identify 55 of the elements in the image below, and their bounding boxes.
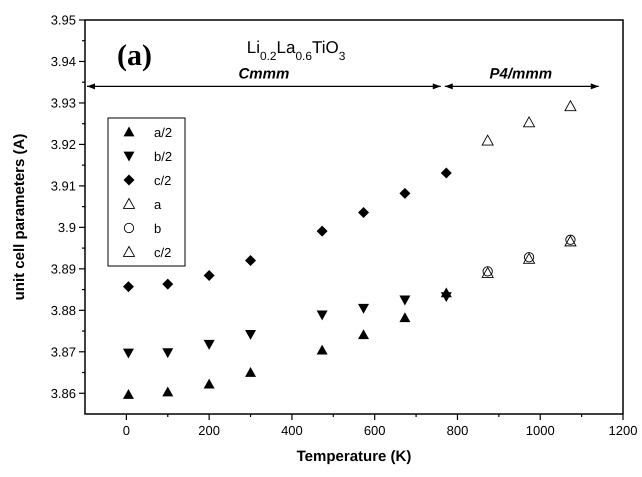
point (399, 296, 410, 306)
point (162, 348, 174, 358)
point (316, 226, 328, 237)
x-axis-title: Temperature (K) (296, 448, 412, 465)
legend-label: a (154, 197, 162, 212)
legend-label: a/2 (154, 125, 172, 140)
y-axis-title: unit cell parameters (A) (11, 134, 28, 300)
point (482, 134, 494, 146)
point (122, 348, 134, 359)
annotation: P4/mmm (490, 65, 552, 82)
x-tick-label: 0 (122, 423, 130, 438)
x-tick-label: 1000 (526, 423, 555, 438)
point (204, 340, 215, 350)
x-tick-label: 800 (446, 423, 468, 438)
point (523, 116, 536, 128)
y-tick-label: 3.88 (50, 302, 76, 318)
point (399, 188, 410, 199)
text: Li$_{0.2}$La$_{0.6}$TiO$_{3}$ (246, 38, 346, 63)
point (358, 304, 370, 314)
x-tick-label: 600 (364, 423, 386, 438)
y-tick-label: 3.87 (50, 344, 76, 360)
point (245, 330, 256, 340)
point (399, 312, 410, 322)
y-tick-label: 3.9 (58, 220, 76, 235)
point (316, 344, 328, 355)
point (122, 281, 134, 292)
point (162, 278, 174, 290)
y-tick-label: 3.94 (50, 54, 76, 69)
point (316, 310, 328, 320)
y-tick-label: 3.93 (50, 95, 76, 110)
point (564, 100, 576, 112)
y-tick-label: 3.86 (50, 386, 76, 401)
point (245, 255, 256, 266)
point (204, 378, 215, 389)
x-tick-label: 400 (281, 423, 303, 438)
point (358, 329, 370, 340)
point (440, 292, 452, 302)
point (204, 270, 215, 281)
point (122, 389, 134, 399)
point (358, 206, 370, 218)
annotation: Cmmm (238, 65, 290, 82)
legend-label: c/2 (154, 245, 172, 260)
x-tick-label: 1200 (608, 423, 638, 438)
point (245, 367, 256, 377)
y-tick-label: 3.89 (50, 261, 76, 276)
legend-label: c/2 (154, 173, 172, 188)
legend-label: b (154, 221, 162, 236)
legend-label: b/2 (154, 149, 172, 164)
y-tick-label: 3.92 (50, 136, 76, 152)
point (162, 386, 174, 396)
y-tick-label: 3.91 (50, 178, 76, 194)
y-tick-label: 3.95 (50, 12, 76, 28)
point (440, 168, 452, 179)
annotation: (a) (117, 39, 152, 72)
x-tick-label: 200 (198, 423, 220, 438)
